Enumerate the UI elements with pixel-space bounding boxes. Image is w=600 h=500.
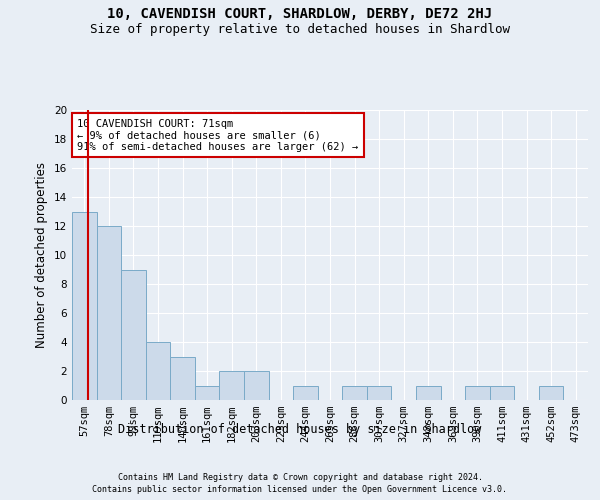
Bar bbox=[490, 386, 514, 400]
Bar bbox=[293, 386, 318, 400]
Text: Contains HM Land Registry data © Crown copyright and database right 2024.: Contains HM Land Registry data © Crown c… bbox=[118, 472, 482, 482]
Text: 10, CAVENDISH COURT, SHARDLOW, DERBY, DE72 2HJ: 10, CAVENDISH COURT, SHARDLOW, DERBY, DE… bbox=[107, 8, 493, 22]
Bar bbox=[465, 386, 490, 400]
Bar bbox=[170, 356, 195, 400]
Bar bbox=[342, 386, 367, 400]
Bar bbox=[97, 226, 121, 400]
Text: Contains public sector information licensed under the Open Government Licence v3: Contains public sector information licen… bbox=[92, 485, 508, 494]
Text: Distribution of detached houses by size in Shardlow: Distribution of detached houses by size … bbox=[118, 422, 482, 436]
Bar bbox=[416, 386, 440, 400]
Bar bbox=[72, 212, 97, 400]
Bar bbox=[121, 270, 146, 400]
Bar bbox=[367, 386, 391, 400]
Text: 10 CAVENDISH COURT: 71sqm
← 9% of detached houses are smaller (6)
91% of semi-de: 10 CAVENDISH COURT: 71sqm ← 9% of detach… bbox=[77, 118, 358, 152]
Bar bbox=[195, 386, 220, 400]
Bar bbox=[146, 342, 170, 400]
Text: Size of property relative to detached houses in Shardlow: Size of property relative to detached ho… bbox=[90, 22, 510, 36]
Y-axis label: Number of detached properties: Number of detached properties bbox=[35, 162, 49, 348]
Bar bbox=[539, 386, 563, 400]
Bar bbox=[244, 371, 269, 400]
Bar bbox=[220, 371, 244, 400]
